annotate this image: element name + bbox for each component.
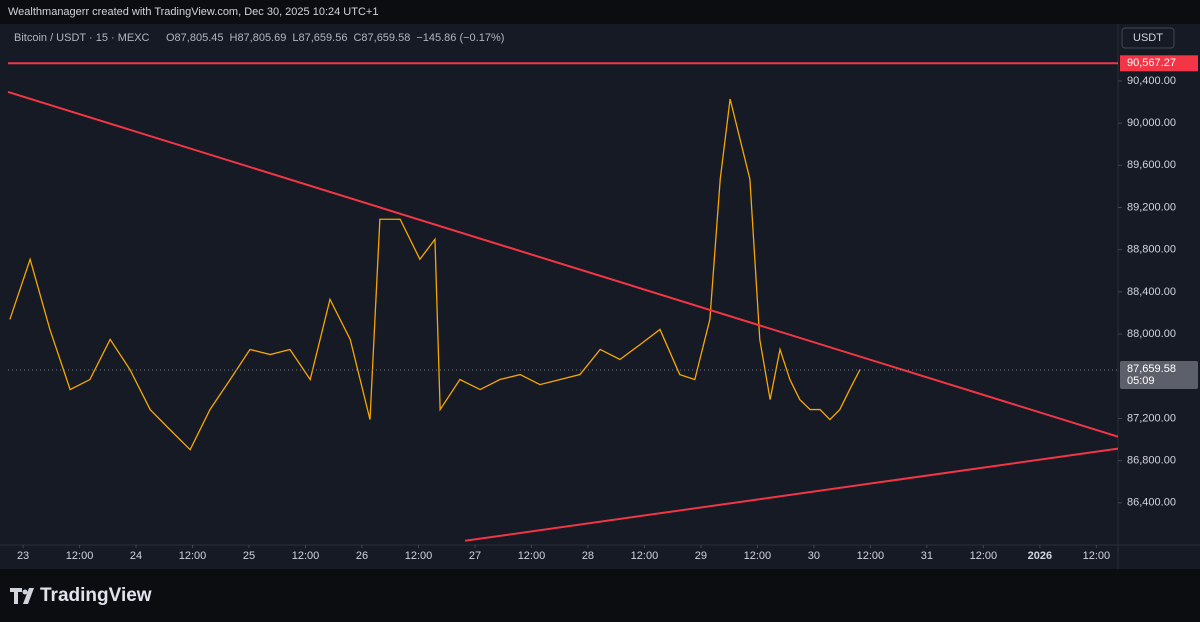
ohlc-legend: O87,805.45 H87,805.69 L87,659.56 C87,659.58… [166,32,504,44]
x-tick-label: 12:00 [970,550,998,562]
ohlc-value: −145.86 (−0.17%) [416,32,504,44]
y-tick-label: 88,400.00 [1127,286,1176,298]
x-tick-label: 12:00 [179,550,207,562]
currency[interactable]: USDT [1133,32,1163,44]
x-tick-label: 29 [695,550,707,562]
chart-area [0,24,1200,569]
x-tick-label: 12:00 [518,550,546,562]
brand-logo [10,588,34,604]
x-tick-label: 12:00 [66,550,94,562]
brand: TradingView [40,585,152,606]
x-tick-label: 24 [130,550,142,562]
horizontal-line-label: 90,567.27 [1127,57,1176,69]
price-line [9,98,861,451]
y-tick-label: 88,800.00 [1127,244,1176,256]
y-tick-label: 90,400.00 [1127,75,1176,87]
y-tick-label: 86,400.00 [1127,497,1176,509]
y-tick-label: 86,800.00 [1127,455,1176,467]
x-tick-label: 2026 [1028,550,1052,562]
x-tick-label: 12:00 [744,550,772,562]
x-tick-label: 12:00 [857,550,885,562]
y-tick-label: 87,200.00 [1127,412,1176,424]
y-tick-label: 89,200.00 [1127,201,1176,213]
ohlc-value: O87,805.45 [166,32,224,44]
ohlc-value: C87,659.58 [353,32,410,44]
current-price-box [1120,360,1198,389]
y-tick-label: 88,000.00 [1127,328,1176,340]
attribution: Wealthmanagerr created with TradingView.… [8,6,378,18]
y-tick-label: 89,600.00 [1127,159,1176,171]
x-tick-label: 12:00 [292,550,320,562]
countdown: 05:09 [1127,375,1155,387]
x-tick-label: 12:00 [1083,550,1111,562]
ohlc-value: L87,659.56 [292,32,347,44]
x-tick-label: 23 [17,550,29,562]
x-tick-label: 25 [243,550,255,562]
x-tick-label: 28 [582,550,594,562]
trendline [7,90,1119,438]
ohlc-value: H87,805.69 [230,32,287,44]
horizontal-line-label-box [1120,55,1198,72]
symbol: Bitcoin / USDT · 15 · MEXC [14,32,150,44]
x-tick-label: 27 [469,550,481,562]
plot: 86,400.00 86,800.00 87,200.00 88,000.00 88,4… [7,55,1198,562]
current-price-label: 87,659.58 [1127,363,1176,375]
x-tick-label: 12:00 [631,550,659,562]
trendline [464,447,1119,542]
currency-button[interactable] [1121,27,1175,49]
y-tick-label: 90,000.00 [1127,117,1176,129]
x-tick-label: 31 [921,550,933,562]
x-tick-label: 30 [808,550,820,562]
x-tick-label: 12:00 [405,550,433,562]
x-tick-label: 26 [356,550,368,562]
